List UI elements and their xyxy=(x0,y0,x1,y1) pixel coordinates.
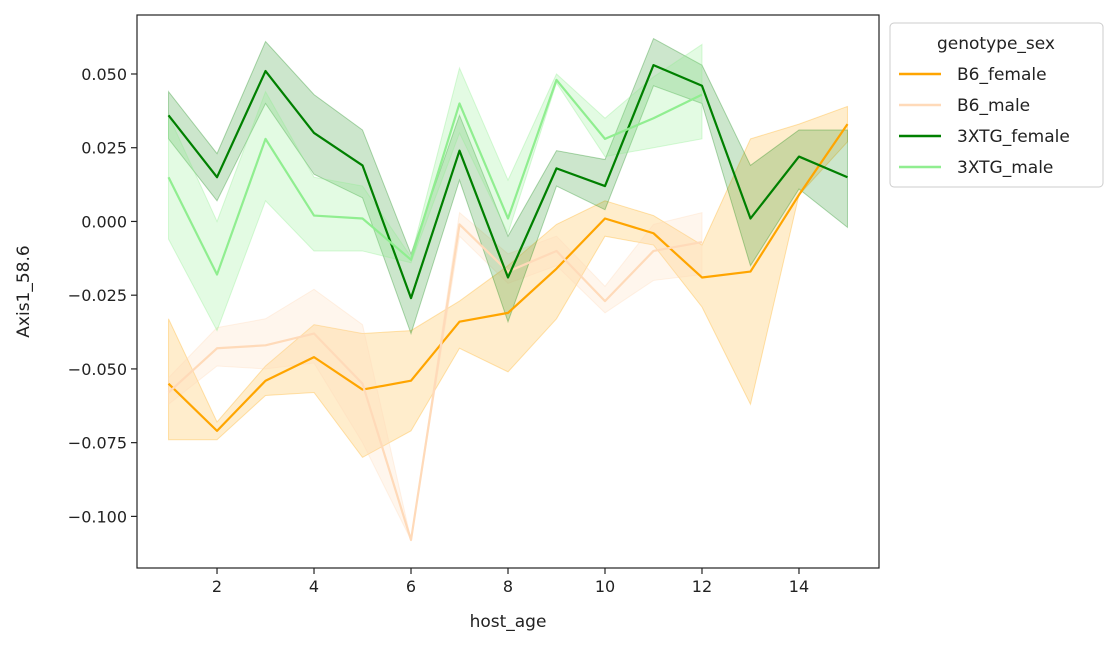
band-3xtg-male xyxy=(168,43,703,332)
line-3xtg-male xyxy=(167,78,703,276)
x-tick-label: 6 xyxy=(406,577,416,596)
legend-entry-b6-female: B6_female xyxy=(899,65,1047,85)
legend-entries: B6_female B6_male 3XTG_female 3XTG_male xyxy=(899,65,1070,178)
legend-title: genotype_sex xyxy=(937,34,1055,54)
legend-label: B6_male xyxy=(957,96,1030,116)
x-tick-label: 8 xyxy=(503,577,513,596)
y-axis: −0.100 −0.075 −0.050 −0.025 0.000 0.025 0.050 xyxy=(68,65,137,526)
y-axis-label: Axis1_58.6 xyxy=(14,245,34,337)
y-tick-label: −0.050 xyxy=(68,360,127,379)
x-axis-label: host_age xyxy=(470,612,547,632)
x-tick-label: 2 xyxy=(212,577,222,596)
y-tick-label: −0.100 xyxy=(68,507,127,526)
y-tick-label: 0.050 xyxy=(81,65,127,84)
legend-frame xyxy=(889,22,1104,188)
legend-label: 3XTG_male xyxy=(957,158,1053,178)
legend-label: 3XTG_female xyxy=(957,127,1070,147)
band-b6-female xyxy=(168,105,848,459)
legend-entry-3xtg-female: 3XTG_female xyxy=(899,127,1070,147)
y-tick-label: −0.075 xyxy=(68,434,127,453)
x-tick-label: 10 xyxy=(595,577,615,596)
line-b6-male xyxy=(167,223,703,542)
y-tick-label: 0.025 xyxy=(81,139,127,158)
line-3xtg-female xyxy=(167,64,848,300)
x-tick-label: 4 xyxy=(309,577,319,596)
x-axis: 2 4 6 8 10 12 14 xyxy=(212,568,809,596)
series-lines xyxy=(167,64,849,542)
legend: genotype_sex B6_female B6_male 3XTG_female… xyxy=(889,22,1104,188)
legend-label: B6_female xyxy=(957,65,1047,85)
legend-entry-b6-male: B6_male xyxy=(899,96,1030,116)
legend-entry-3xtg-male: 3XTG_male xyxy=(899,158,1053,178)
y-tick-label: 0.000 xyxy=(81,212,127,231)
line-b6-female xyxy=(167,123,849,432)
y-tick-label: −0.025 xyxy=(68,286,127,305)
plot-background xyxy=(137,15,879,568)
x-tick-label: 14 xyxy=(789,577,809,596)
x-tick-label: 12 xyxy=(692,577,712,596)
